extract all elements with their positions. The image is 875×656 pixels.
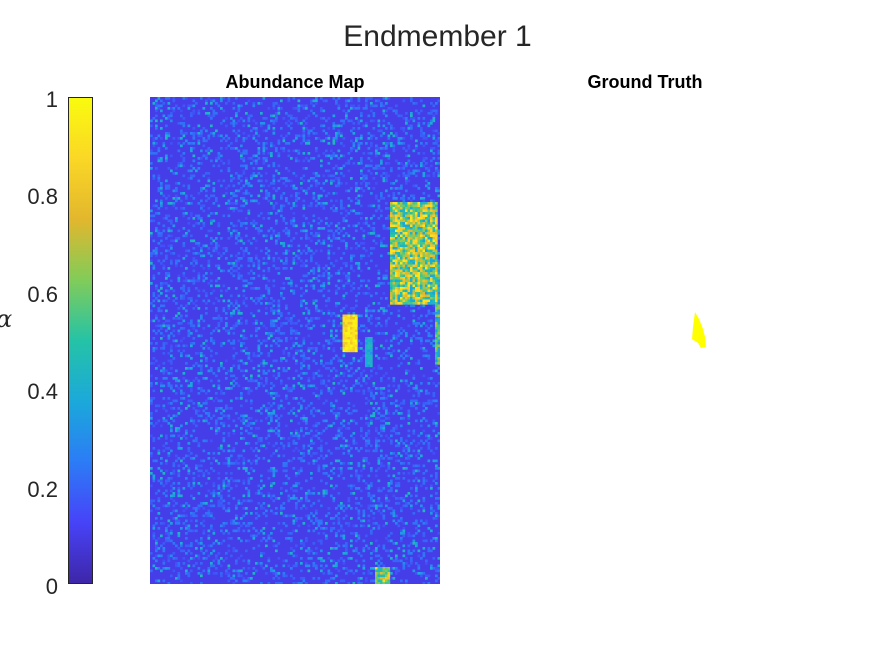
- colorbar: [68, 97, 93, 584]
- ground-truth-title: Ground Truth: [587, 72, 703, 92]
- colorbar-tick-0: 0: [45, 574, 58, 599]
- colorbar-tick-0.8: 0.8: [27, 184, 58, 209]
- ground-truth-map: [692, 312, 706, 348]
- abundance-map: [150, 97, 440, 584]
- colorbar-tick-1: 1: [45, 87, 58, 112]
- figure-title: Endmember 1: [343, 20, 532, 53]
- abundance-background: [150, 97, 440, 584]
- colorbar-tick-0.6: 0.6: [27, 282, 58, 307]
- ground-truth-region: [692, 312, 706, 348]
- colorbar-tick-0.4: 0.4: [27, 379, 58, 404]
- abundance-map-title: Abundance Map: [225, 72, 365, 92]
- colorbar-label: α: [0, 305, 12, 333]
- colorbar-gradient: [69, 98, 92, 583]
- colorbar-tick-0.2: 0.2: [27, 477, 58, 502]
